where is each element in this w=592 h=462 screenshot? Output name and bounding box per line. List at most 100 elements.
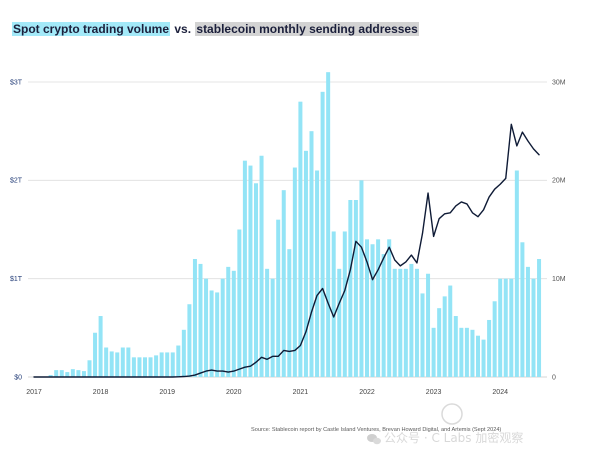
x-tick-label: 2018: [93, 389, 109, 396]
bar: [165, 352, 170, 377]
bar: [353, 200, 358, 377]
bar: [414, 268, 419, 377]
bar: [143, 357, 147, 377]
bar: [453, 316, 458, 377]
bar: [281, 190, 286, 377]
bar: [492, 301, 497, 377]
bar: [387, 239, 392, 377]
bar: [242, 160, 247, 377]
bar: [359, 180, 364, 377]
bar: [503, 278, 508, 377]
bar: [509, 278, 514, 377]
series-line: [33, 123, 540, 378]
bar: [487, 319, 492, 377]
bar: [365, 239, 369, 377]
y-right-tick-label: 30M: [552, 79, 566, 86]
y-right-tick-label: 0: [552, 374, 556, 381]
bar: [537, 259, 542, 377]
bar: [181, 329, 186, 377]
bar: [348, 200, 353, 377]
bar: [370, 244, 375, 377]
bar: [59, 370, 64, 377]
x-tick-label: 2020: [226, 389, 242, 396]
watermark-text: 公众号 · C Labs 加密观察: [384, 430, 523, 445]
bar: [209, 290, 214, 377]
bar: [292, 167, 297, 377]
bar: [81, 371, 86, 377]
wechat-icon: [367, 434, 381, 445]
y-left-tick-label: $0: [14, 374, 22, 381]
bar: [204, 278, 209, 377]
bar: [159, 352, 164, 377]
bar: [398, 268, 403, 377]
bar: [342, 231, 347, 377]
bar: [231, 270, 236, 377]
chart-title: Spot crypto trading volume vs. stablecoi…: [12, 21, 419, 37]
bar: [137, 357, 142, 377]
bar: [392, 268, 397, 377]
bar: [470, 329, 475, 377]
bar: [215, 292, 220, 377]
bar: [409, 263, 414, 377]
watermark-logo-icon: [441, 403, 463, 425]
title-segment-vs: vs.: [174, 22, 192, 36]
x-tick-label: 2021: [293, 389, 309, 396]
bar: [448, 285, 453, 377]
axis-labels-layer: $0 $1T $2T $3T 0 10M 20M 30M 2017 2018 2019 2020 202…: [10, 79, 566, 396]
bar: [259, 155, 264, 377]
bar: [481, 339, 486, 377]
bar: [148, 357, 153, 377]
bar: [298, 101, 303, 378]
bar: [54, 370, 59, 377]
bar: [170, 352, 175, 377]
bar: [498, 278, 503, 377]
bar: [464, 327, 469, 377]
bar: [126, 347, 131, 377]
bar: [514, 170, 519, 377]
bar: [303, 150, 308, 377]
watermark: 公众号 · C Labs 加密观察: [367, 403, 523, 445]
bar: [70, 369, 75, 377]
bar: [309, 131, 314, 377]
bar: [93, 332, 98, 377]
bar: [287, 249, 292, 377]
y-left-tick-label: $2T: [10, 178, 23, 185]
bar: [76, 370, 81, 377]
x-tick-label: 2022: [359, 389, 375, 396]
bar: [276, 219, 281, 377]
bar: [265, 268, 270, 377]
y-left-tick-label: $1T: [10, 276, 23, 283]
title-segment-spot-volume: Spot crypto trading volume: [12, 22, 171, 36]
bar: [220, 278, 225, 377]
bar: [420, 293, 425, 377]
line-series-stablecoin-addresses: [33, 123, 540, 378]
bar: [109, 351, 114, 377]
x-tick-label: 2017: [26, 389, 42, 396]
bar: [120, 347, 125, 377]
bar: [476, 335, 480, 377]
bar: [531, 278, 536, 377]
bar: [192, 259, 197, 377]
bar: [426, 273, 431, 377]
bar: [459, 327, 464, 377]
bar: [115, 352, 120, 377]
bar: [525, 266, 530, 377]
bar: [237, 229, 242, 377]
bar: [87, 360, 92, 377]
bar: [315, 170, 320, 377]
title-segment-stablecoin-addresses: stablecoin monthly sending addresses: [195, 22, 419, 36]
bar-series-spot-volume: [48, 72, 542, 378]
bar: [381, 254, 386, 377]
bar: [104, 347, 109, 377]
y-right-tick-label: 10M: [552, 276, 566, 283]
bar: [65, 372, 70, 377]
bar: [248, 165, 253, 377]
bar: [198, 263, 203, 377]
bar: [187, 304, 192, 377]
bar: [131, 357, 136, 377]
bar: [254, 183, 258, 377]
bar: [442, 296, 447, 377]
bar: [403, 268, 408, 377]
